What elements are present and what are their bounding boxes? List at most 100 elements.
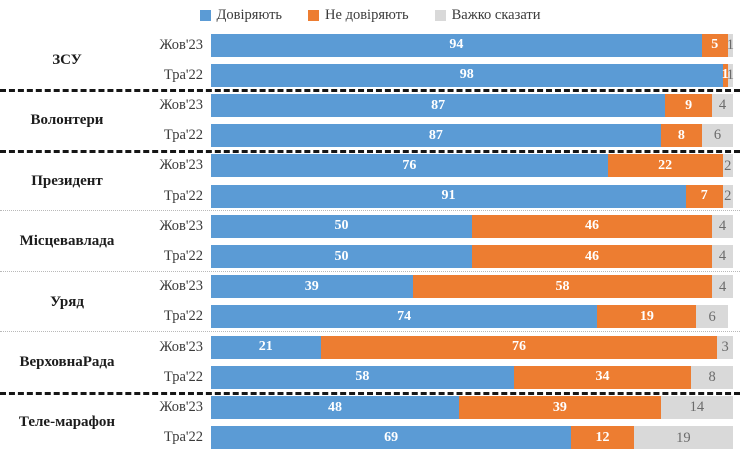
distrust-segment[interactable]: 58 xyxy=(412,275,713,299)
stacked-bar: 87 9 4 xyxy=(211,94,733,118)
wave-label: Тра'22 xyxy=(163,187,203,204)
segment-value-label: 34 xyxy=(595,369,610,385)
stacked-bar: 94 5 1 xyxy=(211,33,734,57)
category-label-line: Волонтери xyxy=(30,112,104,129)
trust-segment[interactable]: 87 xyxy=(211,94,666,118)
category-label: ЗСУ xyxy=(0,30,138,90)
hard-to-say-segment[interactable]: 1 xyxy=(726,33,734,57)
group-separator-minor xyxy=(0,270,740,272)
category-label: Місцева влада xyxy=(0,211,138,271)
trust-segment[interactable]: 69 xyxy=(211,426,572,450)
segment-value-label: 6 xyxy=(708,308,716,325)
segment-value-label: 4 xyxy=(719,278,727,295)
hard-to-say-segment[interactable]: 8 xyxy=(691,365,733,389)
segment-value-label: 39 xyxy=(304,278,319,294)
category-label-line: ЗСУ xyxy=(52,51,82,68)
segment-value-label: 94 xyxy=(449,37,464,53)
segment-value-label: 1 xyxy=(726,36,734,53)
hard-to-say-segment[interactable]: 4 xyxy=(712,275,733,299)
trust-segment[interactable]: 87 xyxy=(211,124,661,148)
wave-label: Тра'22 xyxy=(163,308,203,325)
legend-label: Важко сказати xyxy=(451,6,541,23)
segment-value-label: 1 xyxy=(721,67,729,83)
trust-segment[interactable]: 58 xyxy=(211,365,514,389)
chart-group: ЗСУ Жов'23 94 5 1 Тра'22 98 1 1 xyxy=(0,30,740,93)
segment-value-label: 4 xyxy=(718,248,727,265)
distrust-segment[interactable]: 1 xyxy=(721,63,729,87)
group-separator-minor xyxy=(0,331,740,333)
segment-value-label: 3 xyxy=(721,338,729,355)
trust-segment[interactable]: 94 xyxy=(211,33,702,57)
hard-to-say-segment[interactable]: 6 xyxy=(702,124,733,148)
distrust-segment[interactable]: 7 xyxy=(686,184,723,208)
hard-to-say-segment[interactable]: 3 xyxy=(717,335,733,359)
segment-value-label: 1 xyxy=(726,67,734,84)
trust-segment[interactable]: 91 xyxy=(211,184,687,208)
wave-label: Тра'22 xyxy=(163,66,203,83)
category-label: Уряд xyxy=(0,272,138,332)
legend-item[interactable]: Важко сказати xyxy=(434,6,541,24)
distrust-segment[interactable]: 19 xyxy=(597,305,697,329)
category-label-line: Верховна xyxy=(19,353,83,370)
segment-value-label: 87 xyxy=(428,127,443,143)
segment-value-label: 69 xyxy=(384,429,399,445)
trust-segment[interactable]: 98 xyxy=(211,63,723,87)
distrust-segment[interactable]: 46 xyxy=(472,214,713,238)
wave-label: Тра'22 xyxy=(163,429,203,446)
segment-value-label: 4 xyxy=(718,97,727,114)
hard-to-say-segment[interactable]: 4 xyxy=(712,245,733,269)
stacked-bar: 76 22 2 xyxy=(211,154,733,178)
chart-row: Тра'22 69 12 19 xyxy=(138,423,740,453)
distrust-segment[interactable]: 5 xyxy=(701,33,728,57)
hard-to-say-segment[interactable]: 19 xyxy=(633,426,733,450)
segment-value-label: 58 xyxy=(555,278,570,294)
trust-segment[interactable]: 50 xyxy=(211,214,472,238)
trust-segment[interactable]: 74 xyxy=(211,305,598,329)
distrust-segment[interactable]: 12 xyxy=(571,426,634,450)
hard-to-say-segment[interactable]: 4 xyxy=(712,214,733,238)
category-label: Волонтери xyxy=(0,90,138,150)
square-swatch-icon xyxy=(434,9,446,21)
segment-value-label: 74 xyxy=(397,308,412,324)
distrust-segment[interactable]: 76 xyxy=(320,335,718,359)
segment-value-label: 91 xyxy=(441,188,456,204)
legend-item[interactable]: Не довіряють xyxy=(308,7,409,24)
hard-to-say-segment[interactable]: 14 xyxy=(660,396,733,420)
wave-label: Жов'23 xyxy=(159,338,203,355)
category-label-line: Уряд xyxy=(50,293,84,310)
distrust-segment[interactable]: 9 xyxy=(665,94,713,118)
trust-segment[interactable]: 50 xyxy=(211,245,472,269)
chart-row: Жов'23 48 39 14 xyxy=(138,393,740,423)
hard-to-say-segment[interactable]: 1 xyxy=(726,63,734,87)
segment-value-label: 7 xyxy=(700,188,708,204)
hard-to-say-segment[interactable]: 2 xyxy=(722,154,733,178)
stacked-bar: 87 8 6 xyxy=(211,124,733,148)
chart-row: Тра'22 58 34 8 xyxy=(138,362,740,392)
hard-to-say-segment[interactable]: 6 xyxy=(696,305,728,329)
segment-value-label: 50 xyxy=(334,218,349,234)
distrust-segment[interactable]: 46 xyxy=(472,245,713,269)
segment-value-label: 5 xyxy=(711,37,719,53)
stacked-bar: 21 76 3 xyxy=(211,335,733,359)
segment-value-label: 19 xyxy=(639,308,654,324)
chart-row: Тра'22 91 7 2 xyxy=(138,181,740,211)
trust-segment[interactable]: 48 xyxy=(211,396,460,420)
trust-segment[interactable]: 39 xyxy=(211,275,413,299)
segment-value-label: 46 xyxy=(585,218,600,234)
chart-row: Жов'23 76 22 2 xyxy=(138,151,740,181)
hard-to-say-segment[interactable]: 4 xyxy=(712,94,733,118)
distrust-segment[interactable]: 22 xyxy=(607,154,723,178)
segment-value-label: 46 xyxy=(585,248,600,264)
legend-label: Довіряють xyxy=(216,6,283,23)
trust-segment[interactable]: 76 xyxy=(211,154,608,178)
distrust-segment[interactable]: 34 xyxy=(513,365,692,389)
segment-value-label: 48 xyxy=(328,399,343,415)
trust-segment[interactable]: 21 xyxy=(211,335,321,359)
distrust-segment[interactable]: 8 xyxy=(660,124,702,148)
hard-to-say-segment[interactable]: 2 xyxy=(722,184,733,208)
legend-item[interactable]: Довіряють xyxy=(199,6,283,24)
segment-value-label: 76 xyxy=(402,157,417,173)
distrust-segment[interactable]: 39 xyxy=(459,396,661,420)
chart-row: Тра'22 50 46 4 xyxy=(138,241,740,271)
segment-value-label: 2 xyxy=(724,187,732,204)
